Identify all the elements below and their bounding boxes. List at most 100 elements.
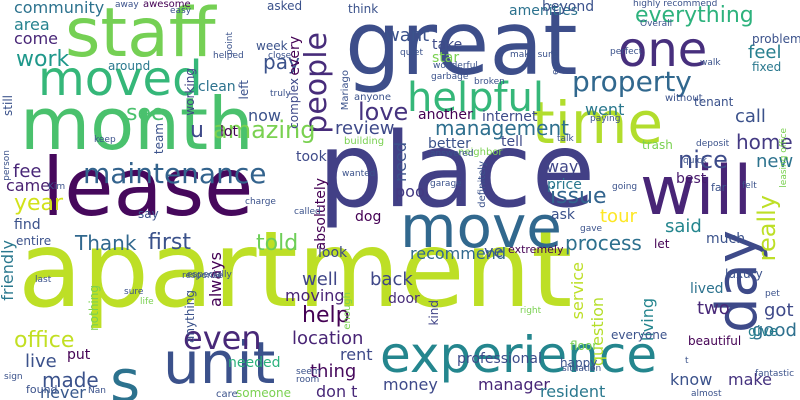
word-well: well	[302, 269, 338, 290]
word-moved: moved	[38, 51, 203, 107]
word-trash: trash	[642, 138, 673, 152]
word-never: never	[40, 383, 86, 400]
word-charge: charge	[245, 197, 276, 207]
word-maintenance: maintenance	[83, 157, 267, 190]
word-leasing-office: leasing office	[779, 128, 789, 188]
word-luxury: luxury	[725, 267, 763, 281]
word-better: better	[428, 136, 471, 152]
word-home: home	[736, 130, 793, 154]
word-feel: feel	[748, 42, 782, 63]
word-neighbor: neighbor	[458, 147, 503, 158]
word-anyone: anyone	[354, 92, 391, 103]
word-tour: tour	[600, 206, 637, 227]
word-sign: sign	[4, 372, 23, 382]
word-manager: manager	[478, 375, 550, 394]
word-internet: internet	[482, 109, 538, 125]
word-community: community	[14, 0, 105, 17]
word-call: call	[735, 106, 766, 127]
word-give: give	[748, 324, 778, 340]
word-especially: especially	[187, 270, 232, 280]
word-issue: issue	[550, 184, 607, 209]
word-ve: ve	[484, 242, 504, 261]
word-moving: moving	[285, 286, 345, 305]
word-come: come	[14, 29, 59, 48]
word-helpful: helpful	[407, 75, 545, 121]
word-price: price	[547, 177, 582, 193]
word-see: see	[126, 101, 165, 126]
word-wanted: wanted	[342, 169, 376, 179]
word-sure: sure	[124, 287, 144, 297]
word-say: say	[138, 207, 159, 221]
word-lease: lease	[42, 141, 254, 234]
word-extremely: extremely	[508, 243, 564, 256]
word-left: left	[237, 80, 251, 100]
word-rent: rent	[340, 345, 373, 364]
word-email: email	[551, 50, 561, 75]
word-unit: unit	[163, 329, 276, 397]
word-asked: asked	[267, 0, 303, 13]
word-live: live	[25, 351, 57, 372]
word-two: two	[697, 298, 730, 319]
word-talk: talk	[557, 134, 574, 144]
word-door: door	[388, 291, 420, 307]
word-pet: pet	[765, 289, 780, 299]
word-situation: situation	[562, 364, 602, 374]
word-new: new	[756, 151, 794, 172]
word-still: still	[1, 95, 15, 116]
word-friendly: friendly	[0, 240, 17, 301]
word-apartment: apartment	[18, 209, 573, 331]
word-said: said	[665, 216, 702, 237]
word-point: point	[225, 32, 235, 55]
word-fantastic: fantastic	[755, 369, 795, 379]
word-work: work	[16, 47, 70, 72]
word-without: without	[665, 93, 703, 104]
word-first: first	[148, 230, 191, 255]
word-professional: professional	[457, 351, 542, 367]
word-enough: enough	[342, 292, 353, 330]
word-room: room	[296, 375, 320, 385]
word-around: around	[108, 59, 151, 73]
word-dog: dog	[355, 209, 382, 225]
word-way: way	[546, 157, 579, 176]
word-process: process	[565, 231, 642, 255]
word-good: good	[752, 320, 797, 341]
word-tenant: tenant	[694, 95, 734, 109]
word-thank: Thank	[75, 231, 137, 255]
word-needed: needed	[228, 355, 281, 371]
word-went: went	[585, 100, 625, 119]
word-life: life	[140, 297, 154, 307]
word-thing: thing	[310, 361, 357, 382]
word-move: move	[400, 193, 562, 261]
word-everyone: everyone	[611, 328, 668, 342]
word-made: made	[42, 368, 99, 392]
word-back: back	[370, 269, 413, 290]
word-nothing: nothing	[87, 285, 101, 331]
word-quiet: quiet	[400, 48, 423, 58]
word-garbage: garbage	[431, 72, 469, 82]
word-recommend: recommend	[410, 244, 506, 263]
word-tell: tell	[501, 134, 523, 150]
word-great: great	[345, 0, 578, 95]
word-answered: answered	[430, 149, 474, 159]
word-look: look	[318, 245, 348, 261]
word-someone: someone	[236, 386, 291, 400]
word-kind: kind	[427, 300, 441, 326]
word-amenities: amenities	[509, 3, 578, 19]
word-think: think	[348, 2, 379, 16]
word-definitely: definitely	[477, 161, 488, 208]
word-close: close	[268, 51, 292, 61]
word-garage: garage	[430, 179, 462, 189]
word-perfect: perfect	[610, 47, 643, 57]
word-told: told	[256, 231, 299, 256]
word-helped: helped	[213, 51, 244, 61]
word-fee: fee	[13, 161, 42, 182]
word-almost: almost	[691, 389, 722, 399]
word-person: person	[2, 150, 12, 181]
word-management: management	[435, 116, 569, 140]
word-response: response	[182, 271, 223, 281]
word-s: s	[110, 347, 141, 400]
word-team: team	[152, 123, 166, 155]
word-now: now	[248, 106, 282, 125]
word-took: took	[296, 149, 327, 165]
word-area: area	[14, 15, 50, 34]
